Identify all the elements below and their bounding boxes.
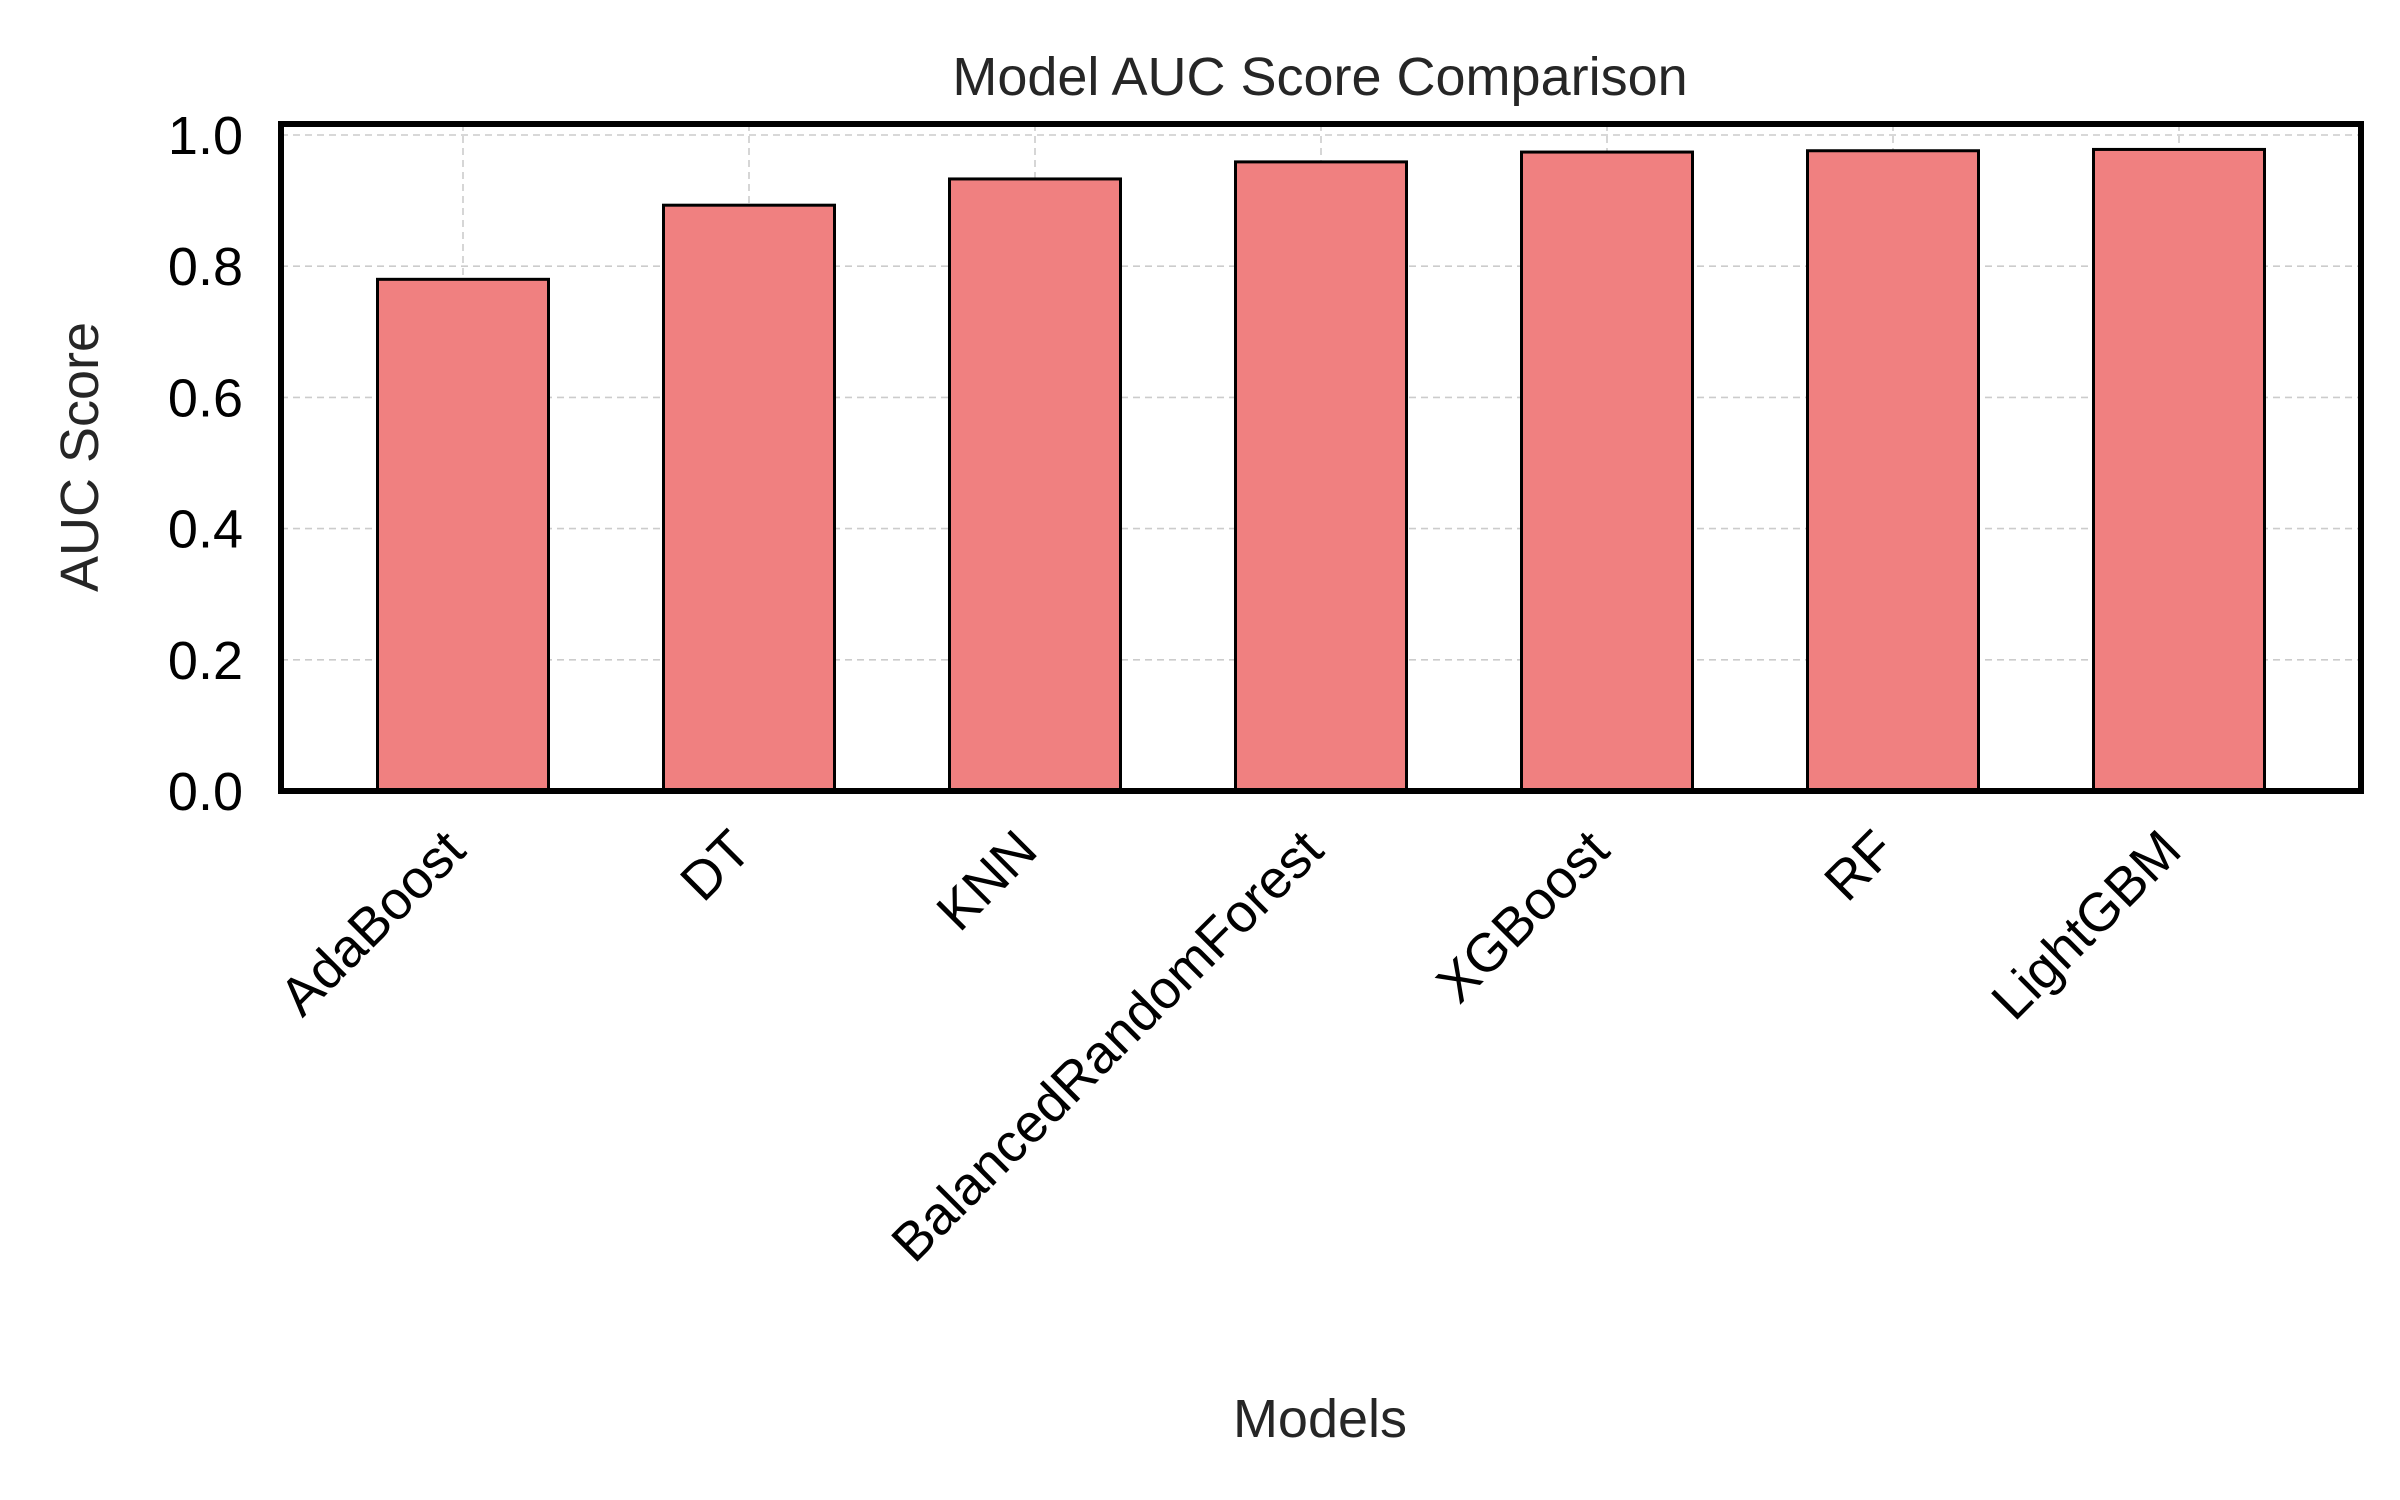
- y-tick-label: 1.0: [168, 106, 243, 166]
- x-tick-label: KNN: [925, 819, 1048, 942]
- x-tick-label: XGBoost: [1425, 819, 1620, 1014]
- chart-title: Model AUC Score Comparison: [952, 47, 1687, 107]
- bar-balancedrandomforest: [1234, 160, 1408, 793]
- bar-xgboost: [1520, 150, 1694, 793]
- x-tick-label: LightGBM: [1980, 819, 2192, 1031]
- y-tick-label: 0.8: [168, 237, 243, 297]
- y-tick-label: 0.2: [168, 631, 243, 691]
- y-tick-label: 0.0: [168, 762, 243, 822]
- y-axis-label: AUC Score: [50, 322, 110, 592]
- plot-frame: [278, 121, 2364, 794]
- bar-knn: [948, 177, 1122, 793]
- y-tick-label: 0.4: [168, 500, 243, 560]
- y-axis-ticks: 0.0 0.2 0.4 0.6 0.8 1.0: [168, 106, 243, 822]
- x-tick-label: RF: [1813, 819, 1906, 912]
- bars: [376, 147, 2266, 793]
- bar-lightgbm: [2092, 147, 2266, 793]
- x-tick-label: DT: [669, 819, 762, 912]
- bar-dt: [662, 203, 836, 793]
- x-axis-label: Models: [1233, 1389, 1407, 1449]
- bar-adaboost: [376, 277, 550, 793]
- x-tick-label: AdaBoost: [268, 819, 476, 1027]
- bar-rf: [1806, 149, 1980, 793]
- y-tick-label: 0.6: [168, 368, 243, 428]
